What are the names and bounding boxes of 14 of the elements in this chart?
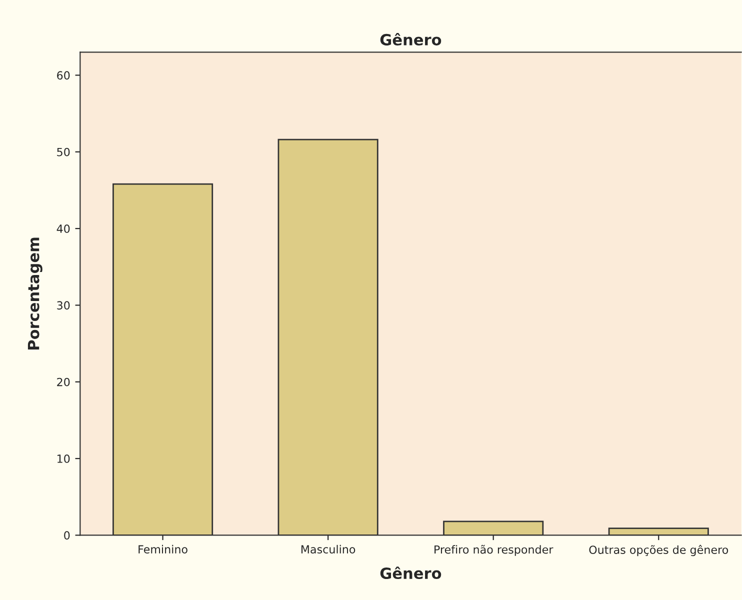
x-tick-label: Masculino (301, 544, 356, 554)
x-tick-label: Outras opções de gênero (589, 544, 728, 556)
y-tick-label: 0 (64, 531, 70, 540)
y-tick-label: 20 (57, 378, 70, 386)
y-axis-title: Porcentagem (28, 238, 42, 350)
y-tick-label: 30 (57, 301, 70, 310)
x-tick-label: Feminino (138, 544, 188, 554)
y-tick-label: 40 (56, 224, 70, 233)
x-tick-label: Prefiro não responder (434, 544, 554, 556)
y-tick-label: 10 (57, 454, 70, 463)
x-axis-title: Gênero (380, 566, 442, 580)
chart-title: Gênero (380, 33, 442, 46)
y-tick-label: 60 (57, 71, 70, 80)
y-tick-label: 50 (57, 148, 70, 156)
